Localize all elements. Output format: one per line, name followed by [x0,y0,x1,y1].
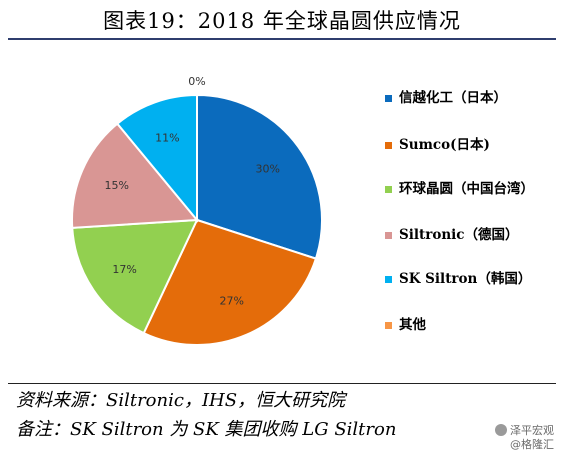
source-note: 资料来源：Siltronic，IHS，恒大研究院 [16,390,346,411]
legend-label: 信越化工（日本） [399,90,507,106]
data-label-2: 27% [220,294,244,307]
legend-swatch [385,322,392,329]
data-label-3: 17% [112,263,136,276]
watermark-line1: 泽平宏观 [510,424,554,437]
pie-slice-5 [115,93,198,223]
legend-label: Sumco(日本) [399,137,490,153]
pie-slice-2 [142,218,318,346]
watermark: 泽平宏观 @格隆汇 [495,424,554,452]
wechat-icon [495,424,507,436]
data-label-1: 30% [256,163,280,176]
legend-swatch [385,186,392,193]
notes-rule [8,383,556,384]
legend-label: 其他 [399,317,426,333]
pie-slice-3 [71,218,199,335]
pie-slice-4 [71,122,200,229]
legend-swatch [385,142,392,149]
remark-note: 备注：SK Siltron 为 SK 集团收购 LG Siltron [16,419,397,440]
legend-swatch [385,276,392,283]
data-label-4: 15% [104,179,128,192]
title-rule [8,38,556,40]
legend-label: SK Siltron（韩国） [399,271,532,287]
watermark-line2: @格隆汇 [510,438,554,451]
legend-swatch [385,95,392,102]
pie-slice-1 [196,93,323,260]
chart-title: 图表19：2018 年全球晶圆供应情况 [103,9,461,33]
data-label-6: 0% [188,75,205,88]
notes: 资料来源：Siltronic，IHS，恒大研究院 备注：SK Siltron 为… [16,386,556,444]
legend-label: Siltronic（德国） [399,227,519,243]
legend-swatch [385,232,392,239]
data-label-5: 11% [155,132,179,145]
legend-label: 环球晶圆（中国台湾） [399,181,534,197]
